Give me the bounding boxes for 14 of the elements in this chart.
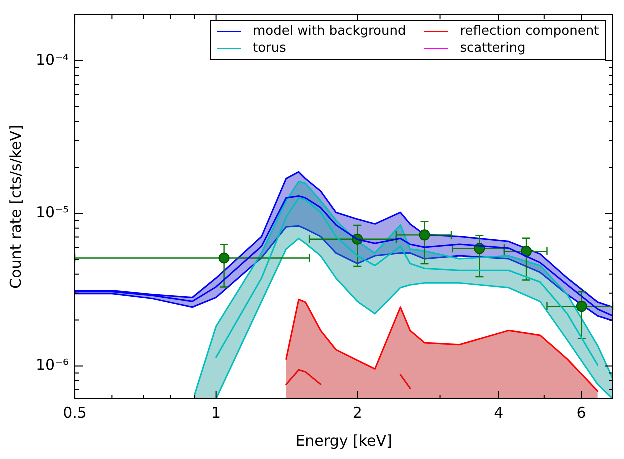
y-axis-title: Count rate [cts/s/keV] xyxy=(6,125,25,289)
legend-label: torus xyxy=(253,41,286,56)
legend-label: scattering xyxy=(460,41,526,56)
y-tick-label: 10⁻⁶ xyxy=(36,356,70,374)
x-tick-label: 1 xyxy=(212,404,222,422)
x-axis-title: Energy [keV] xyxy=(296,432,392,450)
y-tick-label: 10⁻⁴ xyxy=(36,50,70,69)
legend-label: model with background xyxy=(253,24,406,39)
x-tick-label: 4 xyxy=(494,404,504,422)
x-tick-label: 6 xyxy=(576,404,586,422)
x-tick-label: 2 xyxy=(352,404,362,422)
legend-label: reflection component xyxy=(460,24,600,39)
y-tick-label: 10⁻⁵ xyxy=(36,203,70,222)
x-tick-label: 0.5 xyxy=(63,404,87,422)
